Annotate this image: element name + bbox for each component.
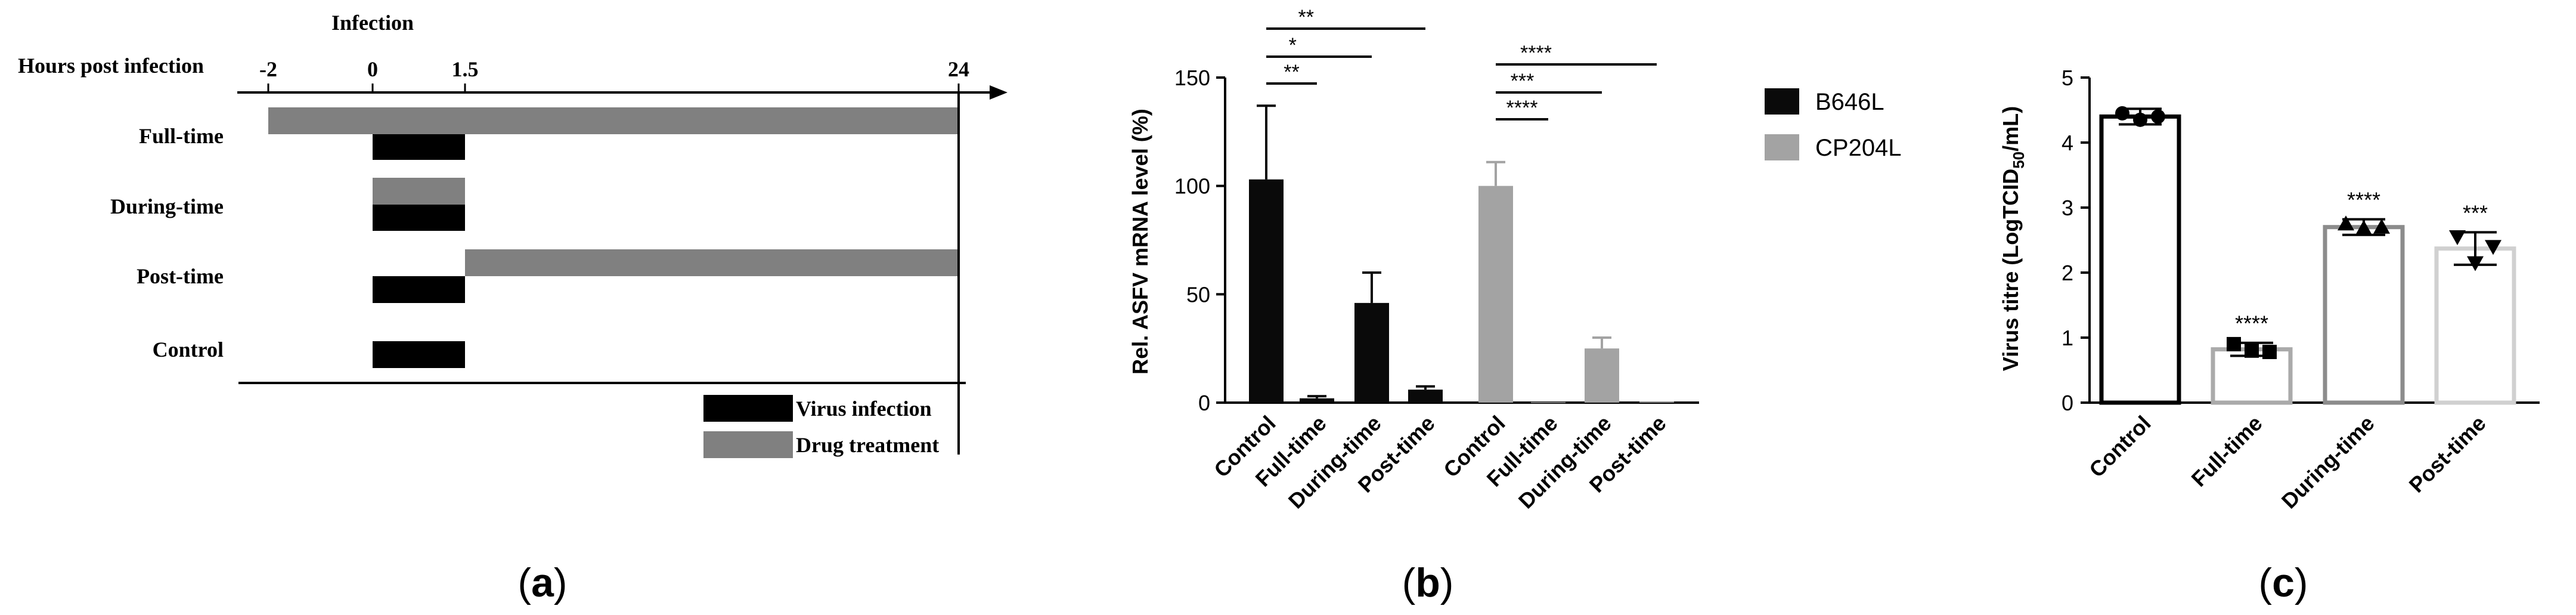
panel-a-tick-label: 1.5 (452, 57, 479, 81)
panel-a-virus-bar (373, 341, 465, 368)
panel-c-ylabel: Virus titre (LogTCID50/mL) (1998, 106, 2028, 371)
panel-b-bar-CP204L-Full-time (1531, 401, 1566, 403)
panel-b-ytick-label: 100 (1174, 174, 1210, 199)
panel-label-a: (a) (517, 560, 567, 605)
panel-b-xticks: ControlFull-timeDuring-timePost-timeCont… (1209, 411, 1670, 514)
panel-c-point (2151, 109, 2165, 124)
panel-c-xtick-label: During-time (2277, 411, 2379, 514)
panel-c-xtick-label: Control (2084, 411, 2155, 482)
legend-drug-label: Drug treatment (796, 433, 939, 457)
panel-a-virus-bar (373, 134, 465, 160)
panel-a-ticks: -2 0 1.5 24 (259, 57, 969, 92)
panel-label-b: (b) (1402, 560, 1454, 605)
panel-c-point (2338, 215, 2354, 231)
panel-a-row-label: Full-time (139, 124, 224, 148)
panel-a-tick-label: -2 (259, 57, 277, 81)
panel-label-c: (c) (2258, 560, 2308, 605)
panel-c-bar-Post-time (2434, 246, 2516, 405)
panel-b-legend: B646L CP204L (1765, 88, 1902, 161)
panel-c-ytick-label: 1 (2062, 326, 2073, 350)
panel-b-bar-CP204L-During-time (1585, 348, 1619, 403)
panel-b-bars (1249, 104, 1674, 403)
legend-virus-label: Virus infection (796, 397, 932, 421)
panel-a-axis-label: Hours post infection (18, 54, 204, 78)
panel-a-tick-label: 0 (367, 57, 378, 81)
panel-b-bar-B646L-During-time (1354, 302, 1389, 403)
panel-c-xtick-label: Post-time (2404, 411, 2491, 497)
legend-cp204l-swatch (1765, 134, 1799, 160)
panel-b-sig-label: ** (1298, 6, 1314, 29)
panel-a-title: Infection (331, 11, 414, 35)
panel-a-virus-bar (373, 205, 465, 231)
panel-c-ylabel-sub: 50 (2010, 152, 2028, 169)
panel-b-sig-label: **** (1520, 42, 1552, 64)
panel-c-point (2485, 240, 2501, 255)
panel-c-xticks: Control Full-time During-time Post-time (2084, 411, 2490, 514)
panel-a-row-label: Control (153, 338, 224, 361)
panel-a-timeline: Infection Hours post infection -2 0 1.5 24 … (18, 11, 1008, 605)
panel-c-ytick-label: 4 (2062, 131, 2073, 155)
panel-b-bar-B646L-Control (1249, 179, 1284, 403)
panel-c-ytick-label: 5 (2062, 66, 2073, 90)
panel-b-bar-B646L-Post-time (1408, 390, 1443, 403)
panel-c-point (2449, 230, 2466, 246)
panel-c-point (2373, 218, 2390, 234)
panel-c-point (2355, 220, 2372, 235)
legend-cp204l-label: CP204L (1815, 135, 1902, 161)
panel-b-ytick-label: 50 (1186, 282, 1210, 307)
panel-c-sig-label: **** (2347, 188, 2380, 212)
panel-a-drug-bar (268, 107, 959, 134)
panel-a-axis-arrow (990, 85, 1008, 100)
panel-c-ytick-label: 3 (2062, 196, 2073, 220)
panel-b-significance: **************** (1266, 6, 1657, 120)
legend-drug-swatch (703, 431, 793, 458)
panel-b-ytick-label: 150 (1174, 66, 1210, 90)
panel-b-sig-label: **** (1506, 97, 1538, 119)
panel-c-bars: *********** (2099, 106, 2516, 405)
panel-c-point (2133, 112, 2147, 127)
panel-b-sig-label: *** (1511, 70, 1535, 92)
panel-a-drug-bar (465, 249, 959, 276)
panel-c-point (2262, 344, 2277, 359)
panel-b-bar-CP204L-Post-time (1639, 401, 1674, 403)
panel-a-virus-bar (373, 276, 465, 303)
panel-b-ylabel: Rel. ASFV mRNA level (%) (1128, 109, 1152, 374)
legend-virus-swatch (703, 395, 793, 422)
panel-c-ytick-label: 0 (2062, 391, 2073, 415)
panel-c-bar-During-time (2323, 225, 2405, 405)
panel-a-row-label: During-time (110, 194, 224, 218)
panel-b-sig-label: * (1289, 34, 1297, 57)
panel-a-legend: Virus infection Drug treatment (703, 395, 939, 458)
panel-c-point (2467, 256, 2484, 271)
panel-c-bar-Control (2099, 114, 2181, 405)
panel-a-row-label: Post-time (137, 264, 224, 288)
panel-c-xtick-label: Full-time (2187, 411, 2267, 492)
panel-c-point (2115, 106, 2129, 120)
panel-a-drug-bar (373, 178, 465, 205)
legend-b646l-label: B646L (1815, 89, 1884, 115)
panel-c-point (2227, 336, 2241, 351)
panel-c-ytick-label: 2 (2062, 261, 2073, 285)
panel-c-point (2245, 343, 2259, 358)
panel-c-sig-label: *** (2463, 200, 2488, 225)
panel-a-rows: Full-time During-time Post-time Control (110, 107, 959, 368)
panel-b-sig-label: ** (1284, 61, 1299, 84)
panel-b-ytick-label: 0 (1198, 391, 1210, 415)
panel-c-ylabel-main: Virus titre (LogTCID (1998, 169, 2023, 371)
panel-b-bar-CP204L-Control (1478, 186, 1513, 403)
panel-a-tick-label: 24 (948, 57, 969, 81)
panel-b-axes: 0 50 100 150 (1174, 66, 1699, 415)
panel-c-ylabel-tail: /mL) (1998, 106, 2023, 152)
legend-b646l-swatch (1765, 88, 1799, 115)
panel-c-sig-label: **** (2235, 311, 2268, 336)
panel-b-bar-B646L-Full-time (1300, 398, 1334, 403)
